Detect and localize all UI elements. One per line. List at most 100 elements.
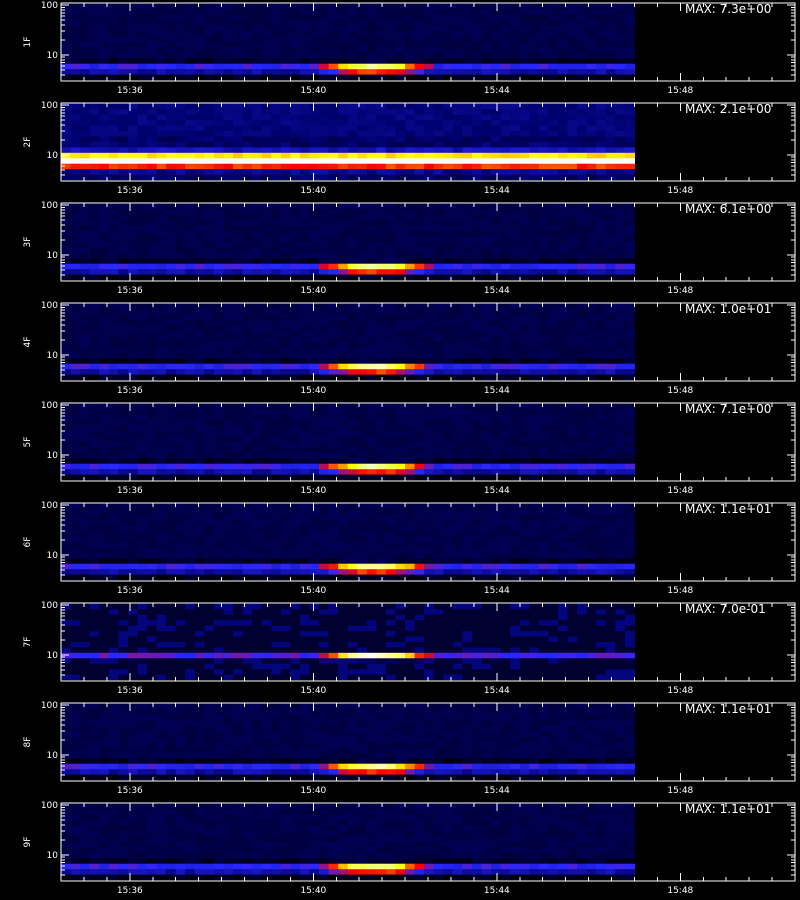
heatmap-cell: [558, 41, 569, 48]
heatmap-cell: [538, 146, 549, 153]
heatmap-cell: [395, 314, 406, 321]
heatmap-cell: [242, 325, 253, 332]
heatmap-cell: [538, 203, 549, 210]
heatmap-cell: [558, 352, 569, 359]
heatmap-cell: [299, 446, 310, 453]
heatmap-cell: [147, 336, 158, 342]
heatmap-cell: [347, 63, 358, 70]
heatmap-cell: [242, 52, 253, 59]
heatmap-cell: [261, 14, 272, 21]
heatmap-cell: [99, 303, 110, 310]
heatmap-cell: [80, 303, 91, 310]
heatmap-cell: [462, 408, 473, 415]
heatmap-cell: [338, 152, 349, 159]
heatmap-cell: [233, 303, 244, 310]
heatmap-cell: [89, 246, 100, 253]
heatmap-cell: [61, 508, 72, 515]
heatmap-cell: [290, 436, 301, 442]
y-tick-label: 10: [47, 151, 59, 161]
heatmap-cell: [472, 414, 483, 421]
x-tick-label: 15:48: [667, 86, 693, 96]
heatmap-cell: [194, 414, 205, 421]
heatmap-cell: [328, 103, 339, 110]
heatmap-cell: [166, 557, 177, 564]
heatmap-cell: [586, 146, 597, 153]
heatmap-cell: [452, 425, 463, 432]
heatmap-cell: [261, 452, 272, 459]
heatmap-cell: [500, 108, 511, 115]
heatmap-cell: [309, 430, 320, 437]
heatmap-cell: [89, 446, 100, 453]
heatmap-cell: [61, 330, 72, 337]
heatmap-cell: [137, 436, 148, 442]
heatmap-cell: [252, 419, 263, 426]
heatmap-cell: [319, 25, 330, 32]
heatmap-cell: [328, 25, 339, 32]
heatmap-cell: [70, 114, 81, 121]
heatmap-cell: [605, 452, 616, 459]
heatmap-cell: [89, 8, 100, 15]
heatmap-cell: [376, 303, 387, 310]
heatmap-cell: [586, 168, 597, 175]
heatmap-cell: [108, 52, 119, 59]
heatmap-cell: [213, 74, 224, 81]
heatmap-cell: [414, 425, 425, 432]
heatmap-cell: [529, 325, 540, 332]
heatmap-cell: [385, 52, 396, 59]
heatmap-cell: [80, 352, 91, 359]
heatmap-cell: [319, 236, 330, 242]
heatmap-cell: [223, 325, 234, 332]
heatmap-cell: [271, 325, 282, 332]
heatmap-cell: [319, 303, 330, 310]
heatmap-cell: [510, 103, 521, 110]
heatmap-cell: [118, 568, 129, 575]
heatmap-cell: [491, 268, 502, 275]
heatmap-cell: [290, 30, 301, 37]
heatmap-cell: [405, 57, 416, 64]
heatmap-cell: [70, 552, 81, 559]
heatmap-cell: [61, 219, 72, 226]
heatmap-cell: [290, 352, 301, 359]
heatmap-cell: [538, 174, 549, 181]
heatmap-cell: [242, 46, 253, 53]
heatmap-cell: [299, 330, 310, 337]
heatmap-cell: [376, 25, 387, 32]
heatmap-cell: [108, 25, 119, 32]
heatmap-cell: [108, 163, 119, 170]
heatmap-cell: [213, 136, 224, 142]
heatmap-cell: [558, 157, 569, 164]
heatmap-cell: [137, 563, 148, 570]
heatmap-cell: [510, 36, 521, 42]
heatmap-cell: [624, 430, 635, 437]
heatmap-cell: [175, 163, 186, 170]
heatmap-cell: [70, 236, 81, 242]
heatmap-cell: [347, 25, 358, 32]
heatmap-cell: [347, 268, 358, 275]
heatmap-cell: [385, 330, 396, 337]
heatmap-cell: [558, 314, 569, 321]
heatmap-cell: [338, 108, 349, 115]
heatmap-cell: [538, 303, 549, 310]
heatmap-cell: [433, 436, 444, 442]
heatmap-cell: [405, 114, 416, 121]
heatmap-cell: [433, 41, 444, 48]
heatmap-cell: [452, 230, 463, 237]
heatmap-cell: [290, 414, 301, 421]
heatmap-cell: [548, 274, 559, 281]
heatmap-cell: [108, 325, 119, 332]
heatmap-cell: [175, 452, 186, 459]
heatmap-cell: [328, 374, 339, 381]
heatmap-cell: [567, 436, 578, 442]
heatmap-cell: [538, 452, 549, 459]
heatmap-cell: [194, 25, 205, 32]
heatmap-cell: [137, 168, 148, 175]
heatmap-cell: [347, 14, 358, 21]
heatmap-cell: [567, 3, 578, 10]
heatmap-cell: [99, 546, 110, 553]
heatmap-cell: [118, 57, 129, 64]
heatmap-cell: [338, 236, 349, 242]
heatmap-cell: [70, 257, 81, 264]
heatmap-cell: [558, 252, 569, 259]
heatmap-cell: [596, 303, 607, 310]
heatmap-cell: [577, 52, 588, 59]
